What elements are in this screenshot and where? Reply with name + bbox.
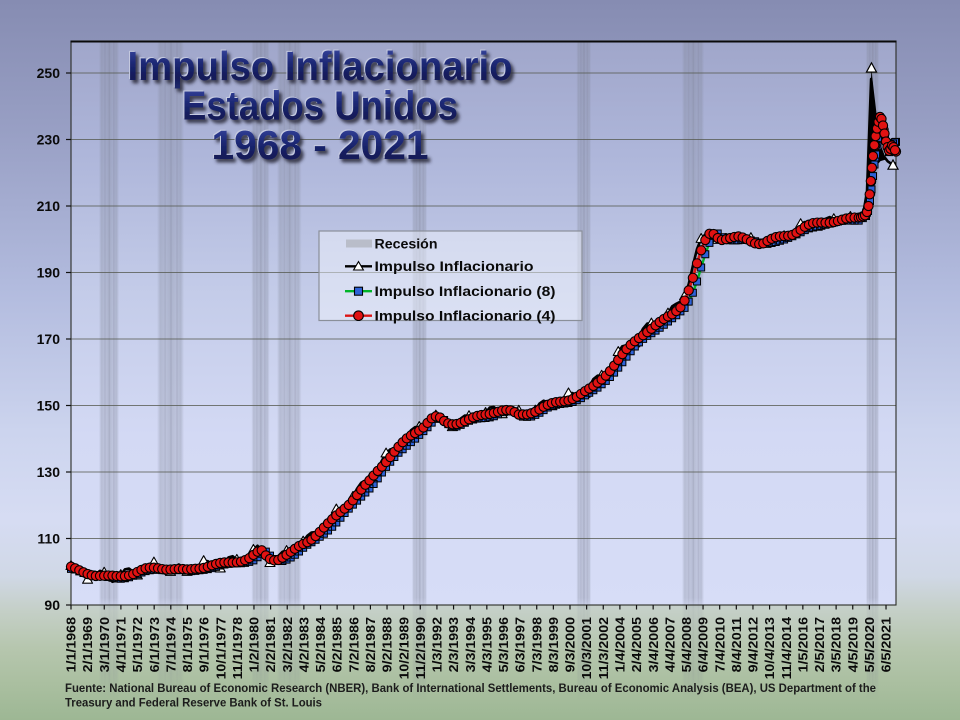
svg-text:7/1/1974: 7/1/1974 — [163, 616, 178, 672]
svg-text:210: 210 — [37, 198, 61, 214]
svg-text:6/4/2009: 6/4/2009 — [696, 617, 711, 672]
svg-text:1/3/1992: 1/3/1992 — [430, 617, 445, 672]
svg-text:9/1/1976: 9/1/1976 — [197, 617, 212, 672]
svg-text:3/2/1982: 3/2/1982 — [280, 617, 295, 672]
svg-text:Recesión: Recesión — [375, 237, 438, 252]
svg-text:2/3/1993: 2/3/1993 — [446, 617, 461, 672]
svg-text:3/5/2018: 3/5/2018 — [829, 617, 844, 672]
svg-text:1/1/1968: 1/1/1968 — [64, 617, 79, 672]
svg-text:1/5/2016: 1/5/2016 — [795, 617, 810, 672]
svg-text:5/3/1996: 5/3/1996 — [496, 617, 511, 672]
svg-text:Fuente: National Bureau of Eco: Fuente: National Bureau of Economic Rese… — [65, 681, 876, 695]
svg-text:230: 230 — [37, 132, 61, 148]
svg-text:2/5/2017: 2/5/2017 — [812, 617, 827, 672]
svg-text:7/4/2010: 7/4/2010 — [712, 617, 727, 672]
svg-text:Impulso Inflacionario (4): Impulso Inflacionario (4) — [375, 308, 556, 323]
svg-text:8/3/1999: 8/3/1999 — [546, 617, 561, 672]
svg-text:4/5/2019: 4/5/2019 — [845, 617, 860, 672]
svg-text:9/2/1988: 9/2/1988 — [380, 617, 395, 672]
svg-text:9/3/2000: 9/3/2000 — [563, 617, 578, 672]
svg-text:3/1/1970: 3/1/1970 — [97, 617, 112, 672]
svg-text:7/3/1998: 7/3/1998 — [529, 617, 544, 672]
svg-text:Estados Unidos: Estados Unidos — [181, 81, 457, 127]
svg-text:1/4/2004: 1/4/2004 — [612, 616, 627, 672]
svg-text:150: 150 — [37, 398, 61, 414]
svg-text:Treasury and Federal Reserve B: Treasury and Federal Reserve Bank of St.… — [65, 696, 322, 710]
svg-text:11/4/2014: 11/4/2014 — [779, 616, 794, 679]
svg-text:110: 110 — [37, 531, 60, 547]
svg-text:6/2/1985: 6/2/1985 — [330, 617, 345, 672]
svg-text:4/4/2007: 4/4/2007 — [662, 617, 677, 672]
svg-text:8/1/1975: 8/1/1975 — [180, 617, 195, 672]
svg-text:130: 130 — [37, 464, 61, 480]
svg-text:2/2/1981: 2/2/1981 — [263, 617, 278, 672]
svg-text:6/3/1997: 6/3/1997 — [513, 617, 528, 672]
svg-text:11/1/1978: 11/1/1978 — [230, 617, 245, 679]
svg-text:6/5/2021: 6/5/2021 — [879, 617, 894, 672]
svg-text:10/4/2013: 10/4/2013 — [762, 617, 777, 679]
svg-text:1/2/1980: 1/2/1980 — [247, 617, 262, 672]
svg-text:170: 170 — [37, 331, 61, 347]
svg-text:Impulso Inflacionario: Impulso Inflacionario — [128, 43, 513, 89]
svg-text:10/3/2001: 10/3/2001 — [579, 617, 594, 679]
svg-text:5/5/2020: 5/5/2020 — [862, 617, 877, 672]
svg-text:5/1/1972: 5/1/1972 — [130, 617, 145, 672]
svg-text:11/3/2002: 11/3/2002 — [596, 617, 611, 679]
svg-text:3/3/1994: 3/3/1994 — [463, 616, 478, 672]
svg-text:Impulso Inflacionario: Impulso Inflacionario — [375, 259, 534, 274]
svg-text:Estados Unidos: Estados Unidos — [182, 83, 458, 129]
svg-text:5/2/1984: 5/2/1984 — [313, 616, 328, 672]
svg-text:3/4/2006: 3/4/2006 — [646, 617, 661, 672]
svg-text:4/2/1983: 4/2/1983 — [296, 617, 311, 672]
svg-text:Impulso Inflacionario (8): Impulso Inflacionario (8) — [375, 284, 556, 299]
svg-text:190: 190 — [37, 265, 61, 281]
svg-text:90: 90 — [44, 597, 60, 613]
svg-text:7/2/1986: 7/2/1986 — [346, 617, 361, 672]
svg-text:8/4/2011: 8/4/2011 — [729, 617, 744, 672]
svg-text:5/4/2008: 5/4/2008 — [679, 617, 694, 672]
svg-text:250: 250 — [37, 65, 61, 81]
svg-text:6/1/1973: 6/1/1973 — [147, 617, 162, 672]
svg-text:1968 - 2021: 1968 - 2021 — [212, 122, 429, 168]
svg-text:4/1/1971: 4/1/1971 — [114, 617, 129, 672]
svg-text:Impulso Inflacionario: Impulso Inflacionario — [127, 42, 512, 88]
svg-text:2/4/2005: 2/4/2005 — [629, 617, 644, 672]
svg-text:10/2/1989: 10/2/1989 — [396, 617, 411, 679]
svg-text:1968 - 2021: 1968 - 2021 — [211, 121, 428, 167]
svg-text:9/4/2012: 9/4/2012 — [746, 617, 761, 672]
svg-text:4/3/1995: 4/3/1995 — [479, 617, 494, 672]
svg-text:10/1/1977: 10/1/1977 — [213, 617, 228, 679]
svg-text:11/2/1990: 11/2/1990 — [413, 617, 428, 679]
svg-text:2/1/1969: 2/1/1969 — [80, 617, 95, 672]
svg-text:8/2/1987: 8/2/1987 — [363, 617, 378, 672]
